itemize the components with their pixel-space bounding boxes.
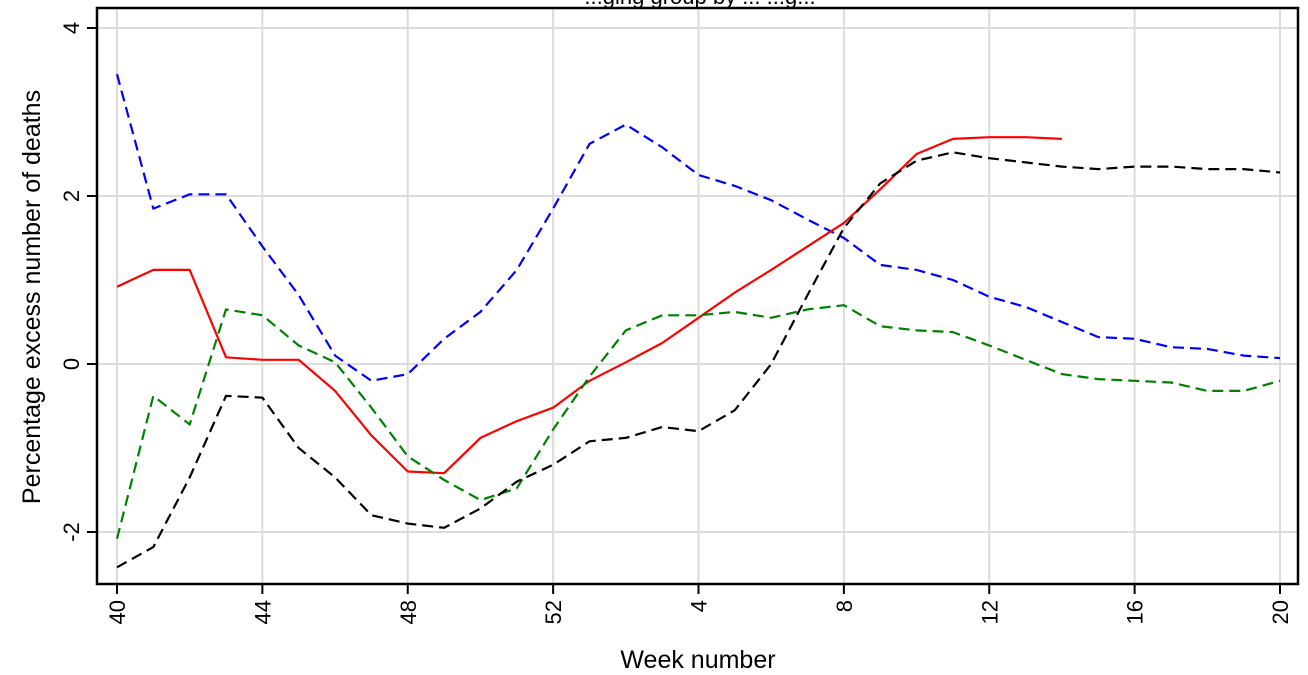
y-tick-label: -2 [59, 522, 84, 542]
x-tick-label: 40 [105, 600, 130, 624]
x-tick-label: 48 [396, 600, 421, 624]
x-tick-label: 4 [687, 600, 712, 612]
chart-title-fragment: ...ging group by ... ...g... [584, 0, 815, 9]
x-tick-label: 12 [977, 600, 1002, 624]
x-tick-label: 44 [250, 600, 275, 624]
series-line-1 [115, 73, 1281, 382]
x-tick-label: 16 [1123, 600, 1148, 624]
y-tick-label: 4 [59, 22, 84, 34]
y-tick-label: 0 [59, 358, 84, 370]
x-tick-label: 20 [1268, 600, 1293, 624]
grid [97, 8, 1298, 584]
x-tick-label: 52 [541, 600, 566, 624]
x-tick-label: 8 [832, 600, 857, 612]
y-axis: -2 0 2 4 [59, 22, 97, 542]
y-tick-label: 2 [59, 190, 84, 202]
x-axis: 40 44 48 52 4 8 12 16 20 [105, 584, 1293, 624]
series-layer [115, 73, 1281, 569]
y-axis-label: Percentage excess number of deaths [18, 90, 46, 504]
series-line-2 [116, 136, 1062, 475]
series-line-3 [115, 304, 1281, 539]
series-line-4 [116, 151, 1281, 569]
x-axis-label: Week number [620, 646, 775, 674]
